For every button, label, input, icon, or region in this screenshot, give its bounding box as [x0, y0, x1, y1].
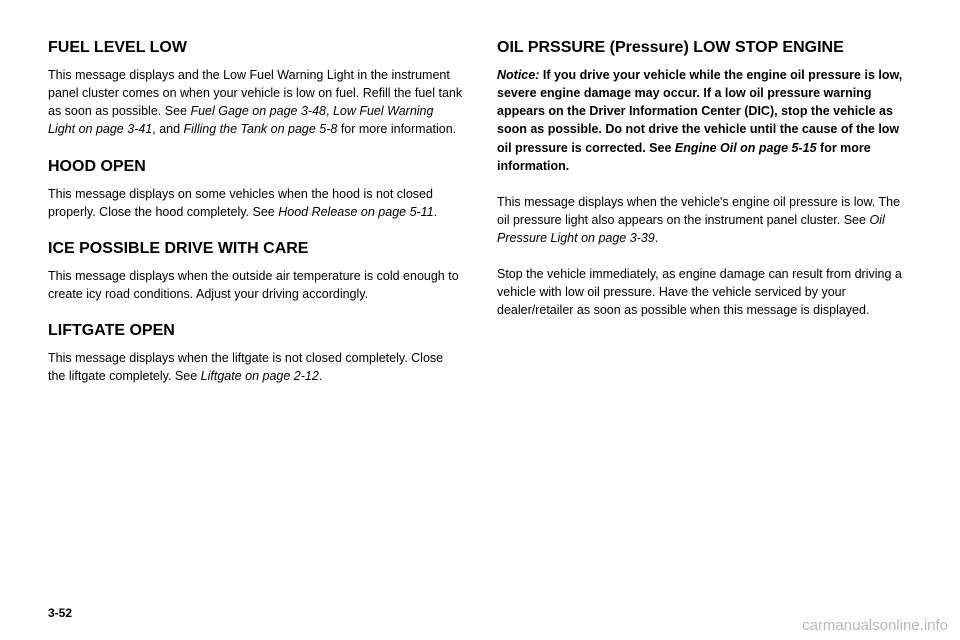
para-fuel-level-low: This message displays and the Low Fuel W… — [48, 66, 463, 139]
page-content: FUEL LEVEL LOW This message displays and… — [0, 0, 960, 403]
text: . — [655, 231, 658, 245]
text: , and — [152, 122, 183, 136]
ref-liftgate: Liftgate on page 2-12 — [201, 369, 319, 383]
text: . — [434, 205, 437, 219]
text: , — [326, 104, 333, 118]
text: This message displays when the vehicle's… — [497, 195, 900, 227]
para-ice-possible: This message displays when the outside a… — [48, 267, 463, 303]
para-stop-vehicle: Stop the vehicle immediately, as engine … — [497, 265, 912, 319]
ref-filling-tank: Filling the Tank on page 5-8 — [184, 122, 338, 136]
page-number: 3-52 — [48, 606, 72, 620]
left-column: FUEL LEVEL LOW This message displays and… — [48, 38, 463, 403]
right-column: OIL PRSSURE (Pressure) LOW STOP ENGINE N… — [497, 38, 912, 403]
para-hood-open: This message displays on some vehicles w… — [48, 185, 463, 221]
text: for more information. — [337, 122, 456, 136]
heading-fuel-level-low: FUEL LEVEL LOW — [48, 38, 463, 58]
para-oil-pressure-low: This message displays when the vehicle's… — [497, 193, 912, 247]
ref-fuel-gage: Fuel Gage on page 3-48 — [190, 104, 326, 118]
ref-hood-release: Hood Release on page 5-11 — [278, 205, 433, 219]
ref-engine-oil: Engine Oil on page 5-15 — [675, 141, 817, 155]
notice-label: Notice: — [497, 68, 539, 82]
watermark: carmanualsonline.info — [802, 617, 948, 634]
heading-oil-pressure: OIL PRSSURE (Pressure) LOW STOP ENGINE — [497, 38, 912, 58]
heading-liftgate-open: LIFTGATE OPEN — [48, 321, 463, 341]
para-liftgate-open: This message displays when the liftgate … — [48, 349, 463, 385]
heading-hood-open: HOOD OPEN — [48, 157, 463, 177]
heading-ice-possible: ICE POSSIBLE DRIVE WITH CARE — [48, 239, 463, 259]
text: . — [319, 369, 322, 383]
para-oil-notice: Notice: If you drive your vehicle while … — [497, 66, 912, 175]
